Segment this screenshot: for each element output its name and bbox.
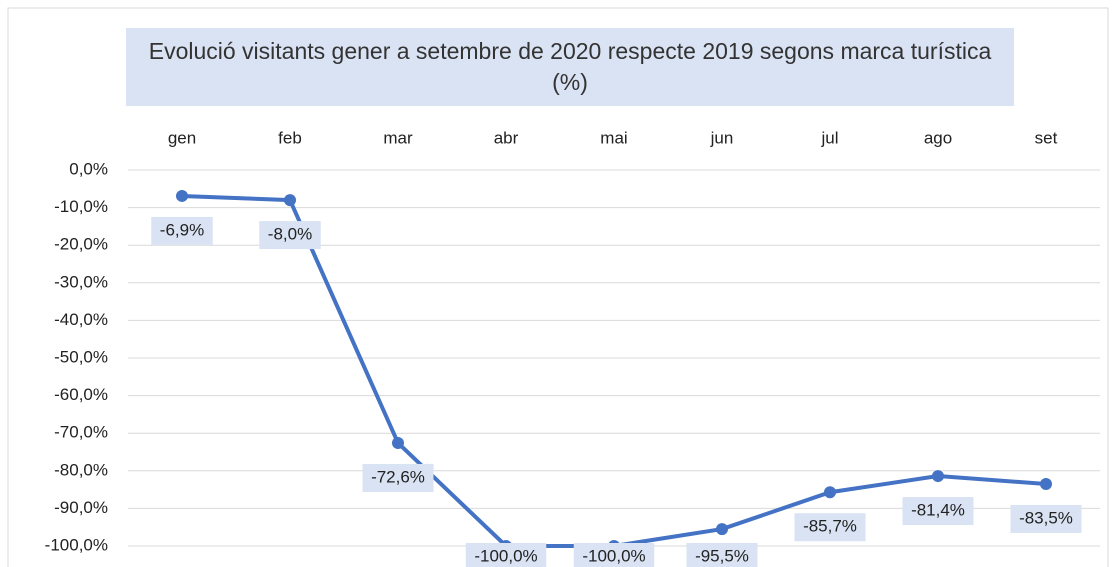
data-label: -81,4% (911, 501, 965, 520)
data-label-box (259, 221, 321, 250)
point (824, 486, 836, 499)
point (392, 436, 404, 449)
point (932, 470, 944, 483)
data-label-box (151, 216, 213, 245)
data-label-box (686, 543, 758, 567)
x-tick-label: gen (168, 128, 196, 147)
y-tick-label: -50,0% (54, 347, 108, 366)
x-tick-label: feb (278, 128, 302, 147)
data-label: -85,7% (803, 517, 857, 536)
data-label: -83,5% (1019, 508, 1073, 527)
x-tick-label: set (1035, 128, 1058, 147)
point (176, 189, 188, 202)
point (716, 523, 728, 536)
point (1040, 477, 1052, 490)
data-label: -6,9% (160, 220, 204, 239)
point (284, 194, 296, 207)
data-label: -100,0% (474, 546, 537, 565)
y-tick-label: -90,0% (54, 498, 108, 517)
y-tick-label: -20,0% (54, 235, 108, 254)
y-tick-label: -40,0% (54, 310, 108, 329)
data-label: -95,5% (695, 546, 749, 565)
title-wrap: Evolució visitants gener a setembre de 2… (148, 38, 992, 95)
data-label: -100,0% (582, 546, 645, 565)
y-tick-label: -60,0% (54, 385, 108, 404)
x-tick-label: jun (710, 128, 734, 147)
y-tick-label: -80,0% (54, 460, 108, 479)
data-label-box (362, 463, 434, 492)
y-tick-label: -70,0% (54, 423, 108, 442)
x-tick-label: ago (924, 128, 952, 147)
title-box (126, 28, 1014, 106)
y-tick-label: -100,0% (45, 535, 108, 554)
data-label-box (573, 543, 655, 567)
data-label-box (465, 543, 547, 567)
y-tick-label: -10,0% (54, 197, 108, 216)
data-label-box (902, 497, 974, 526)
data-label: -72,6% (371, 467, 425, 486)
y-tick-label: -30,0% (54, 272, 108, 291)
x-tick-label: mai (600, 128, 627, 147)
data-label-box (794, 513, 866, 542)
x-tick-label: abr (494, 128, 519, 147)
x-tick-label: mar (383, 128, 413, 147)
chart-title: Evolució visitants gener a setembre de 2… (148, 38, 992, 95)
data-label-box (1010, 504, 1082, 533)
x-tick-label: jul (820, 128, 838, 147)
y-tick-label: 0,0% (69, 159, 108, 178)
data-label: -8,0% (268, 225, 312, 244)
